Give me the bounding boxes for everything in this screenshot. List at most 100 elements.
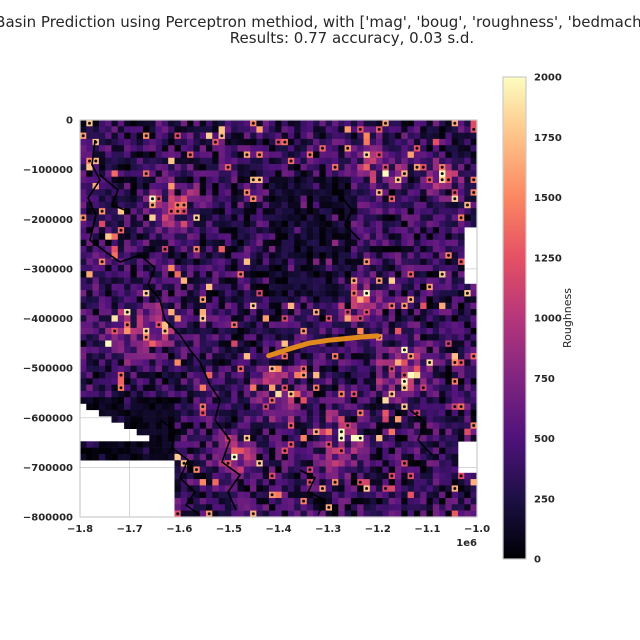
heatmap-cell bbox=[458, 309, 465, 316]
heatmap-cell bbox=[218, 283, 226, 291]
heatmap-cell bbox=[420, 485, 427, 492]
heatmap-cell bbox=[161, 309, 169, 316]
heatmap-cell bbox=[143, 309, 150, 316]
heatmap-cell bbox=[458, 164, 465, 171]
heatmap-cell bbox=[470, 132, 477, 140]
heatmap-cell bbox=[388, 378, 396, 385]
heatmap-cell bbox=[332, 390, 339, 398]
heatmap-cell bbox=[325, 403, 333, 411]
heatmap-cell bbox=[287, 353, 295, 360]
prediction-dot bbox=[81, 134, 85, 138]
heatmap-cell bbox=[180, 397, 188, 404]
heatmap-cell bbox=[143, 157, 150, 165]
heatmap-cell bbox=[174, 302, 182, 310]
heatmap-cell bbox=[224, 479, 232, 486]
heatmap-cell bbox=[256, 378, 263, 385]
heatmap-cell bbox=[168, 201, 175, 209]
heatmap-cell bbox=[325, 453, 333, 461]
prediction-dot bbox=[453, 487, 457, 490]
heatmap-cell bbox=[130, 220, 137, 228]
heatmap-cell bbox=[136, 164, 144, 171]
heatmap-cell bbox=[458, 353, 465, 360]
heatmap-cell bbox=[476, 378, 477, 385]
heatmap-cell bbox=[332, 170, 339, 177]
heatmap-cell bbox=[149, 321, 156, 329]
x-tick-label: −1.4 bbox=[265, 524, 291, 535]
heatmap-cell bbox=[256, 233, 263, 240]
heatmap-cell bbox=[413, 384, 421, 392]
heatmap-cell bbox=[243, 157, 251, 165]
heatmap-cell bbox=[262, 277, 270, 285]
heatmap-cell bbox=[350, 378, 358, 385]
heatmap-cell bbox=[105, 334, 112, 341]
heatmap-cell bbox=[161, 239, 169, 247]
heatmap-cell bbox=[250, 239, 257, 247]
heatmap-cell bbox=[357, 453, 364, 461]
heatmap-cell bbox=[124, 120, 131, 127]
heatmap-cell bbox=[407, 466, 415, 474]
heatmap-cell bbox=[344, 491, 352, 499]
heatmap-cell bbox=[199, 283, 207, 291]
heatmap-cell bbox=[376, 479, 383, 486]
heatmap-cell bbox=[439, 334, 446, 341]
heatmap-cell bbox=[80, 327, 87, 335]
heatmap-cell bbox=[269, 378, 276, 385]
heatmap-cell bbox=[212, 290, 219, 297]
prediction-dot bbox=[270, 474, 274, 478]
heatmap-cell bbox=[325, 239, 333, 247]
heatmap-cell bbox=[174, 416, 182, 423]
heatmap-cell bbox=[250, 327, 257, 335]
heatmap-cell bbox=[319, 126, 326, 133]
heatmap-cell bbox=[92, 296, 100, 303]
heatmap-cell bbox=[212, 372, 219, 379]
heatmap-cell bbox=[262, 453, 270, 461]
heatmap-cell bbox=[432, 252, 440, 259]
heatmap-cell bbox=[130, 327, 137, 335]
heatmap-cell bbox=[287, 145, 295, 152]
heatmap-cell bbox=[413, 365, 421, 373]
heatmap-cell bbox=[130, 157, 137, 165]
heatmap-cell bbox=[451, 220, 459, 228]
heatmap-cell bbox=[269, 516, 276, 517]
prediction-dot bbox=[333, 354, 337, 358]
heatmap-cell bbox=[319, 346, 326, 354]
heatmap-cell bbox=[86, 164, 93, 171]
heatmap-cell bbox=[313, 258, 320, 266]
heatmap-cell bbox=[319, 227, 326, 234]
heatmap-cell bbox=[275, 132, 282, 140]
heatmap-cell bbox=[401, 271, 408, 278]
heatmap-cell bbox=[407, 447, 415, 455]
heatmap-cell bbox=[332, 208, 339, 215]
prediction-dot bbox=[358, 316, 362, 320]
heatmap-cell bbox=[269, 195, 276, 203]
heatmap-cell bbox=[439, 359, 446, 366]
heatmap-cell bbox=[111, 453, 119, 461]
heatmap-cell bbox=[363, 466, 371, 474]
heatmap-cell bbox=[445, 220, 452, 228]
heatmap-cell bbox=[313, 145, 320, 152]
heatmap-cell bbox=[451, 416, 459, 423]
heatmap-cell bbox=[350, 365, 358, 373]
heatmap-cell bbox=[187, 453, 194, 461]
heatmap-cell bbox=[98, 233, 106, 240]
heatmap-cell bbox=[218, 302, 226, 310]
prediction-dot bbox=[440, 165, 444, 169]
heatmap-cell bbox=[376, 409, 383, 417]
heatmap-cell bbox=[319, 302, 326, 310]
heatmap-cell bbox=[180, 246, 188, 253]
heatmap-cell bbox=[313, 120, 320, 127]
heatmap-cell bbox=[432, 390, 440, 398]
heatmap-cell bbox=[413, 315, 421, 322]
heatmap-cell bbox=[105, 145, 112, 152]
heatmap-cell bbox=[80, 239, 87, 247]
heatmap-cell bbox=[300, 390, 308, 398]
heatmap-cell bbox=[237, 183, 245, 190]
heatmap-cell bbox=[143, 189, 150, 196]
heatmap-cell bbox=[294, 145, 301, 152]
prediction-dot bbox=[283, 449, 287, 453]
heatmap-cell bbox=[262, 428, 270, 436]
heatmap-cell bbox=[206, 176, 213, 184]
heatmap-cell bbox=[350, 447, 358, 455]
heatmap-cell bbox=[92, 201, 100, 209]
heatmap-cell bbox=[250, 460, 257, 467]
